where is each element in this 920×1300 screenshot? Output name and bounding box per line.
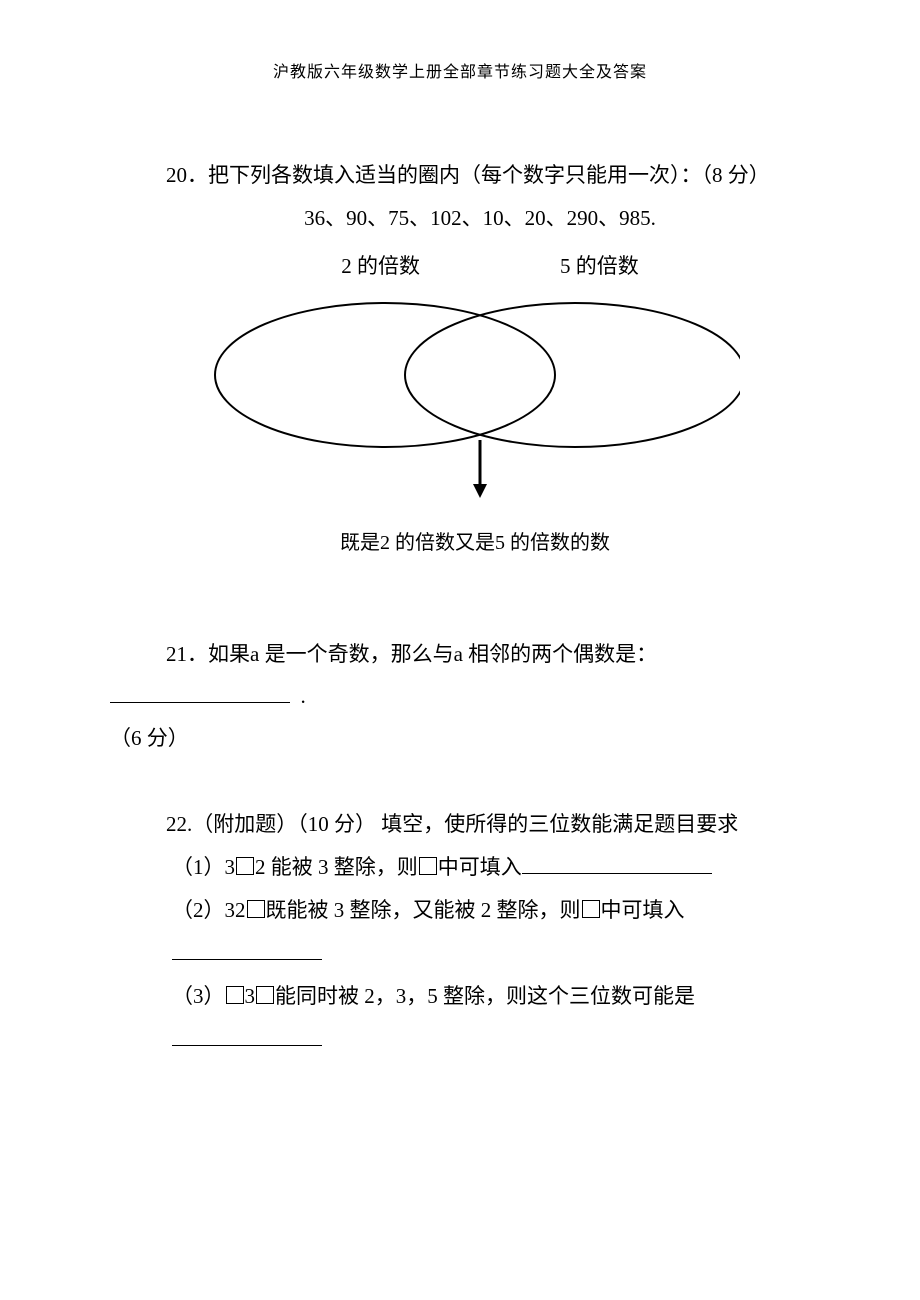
venn-diagram: [180, 290, 740, 510]
digit-box-icon[interactable]: [226, 986, 244, 1004]
q21-period: .: [290, 684, 306, 708]
q22-s3-blank[interactable]: [172, 1024, 322, 1046]
venn-diagram-wrap: [110, 290, 810, 510]
q22: 22.（附加题）（10 分） 填空，使所得的三位数能满足题目要求 （1）3 2 能…: [110, 803, 810, 1061]
digit-box-icon[interactable]: [247, 900, 265, 918]
q22-sub1: （1）3 2 能被 3 整除，则中可填入: [172, 846, 810, 889]
q21-points: （6 分）: [110, 726, 189, 750]
q22-s1-b: 2 能被 3 整除，则: [255, 855, 418, 879]
venn-caption: 既是2 的倍数又是5 的倍数的数: [110, 526, 810, 555]
q20-numbers: 36、90、75、102、10、20、290、985.: [110, 202, 810, 232]
q21-text: 21．如果a 是一个奇数，那么与a 相邻的两个偶数是：: [166, 642, 657, 666]
q22-s2-blank[interactable]: [172, 938, 322, 960]
q22-sub2: （2）32 既能被 3 整除，又能被 2 整除，则中可填入: [172, 889, 810, 975]
q22-s2-c: 中可填入: [601, 898, 685, 922]
venn-label-right: 5 的倍数: [560, 250, 639, 280]
digit-box-icon: [582, 900, 600, 918]
q22-s2-b: 既能被 3 整除，又能被 2 整除，则: [266, 898, 581, 922]
digit-box-icon: [419, 857, 437, 875]
q20-prompt: 20．把下列各数填入适当的圈内（每个数字只能用一次）：（8 分）: [166, 156, 810, 196]
page: 沪教版六年级数学上册全部章节练习题大全及答案 20．把下列各数填入适当的圈内（每…: [0, 0, 920, 1300]
q22-s3-c: 能同时被 2，3，5 整除，则这个三位数可能是: [275, 984, 695, 1008]
q22-sub3: （3） 3 能同时被 2，3，5 整除，则这个三位数可能是: [172, 975, 810, 1061]
venn-labels: 2 的倍数 5 的倍数: [110, 250, 810, 280]
venn-label-left: 2 的倍数: [341, 250, 420, 280]
q22-s2-a: （2）32: [172, 898, 246, 922]
q21-blank[interactable]: [110, 681, 290, 703]
digit-box-icon[interactable]: [256, 986, 274, 1004]
q22-s1-c: 中可填入: [438, 855, 522, 879]
q22-s1-blank[interactable]: [522, 852, 712, 874]
q21: 21．如果a 是一个奇数，那么与a 相邻的两个偶数是： . （6 分）: [110, 633, 810, 759]
q22-s1-a: （1）3: [172, 855, 235, 879]
q22-lead: 22.（附加题）（10 分） 填空，使所得的三位数能满足题目要求: [166, 803, 810, 846]
page-header: 沪教版六年级数学上册全部章节练习题大全及答案: [110, 58, 810, 82]
q22-s3-a: （3）: [172, 984, 225, 1008]
digit-box-icon[interactable]: [236, 857, 254, 875]
q22-s3-b: 3: [245, 984, 256, 1008]
